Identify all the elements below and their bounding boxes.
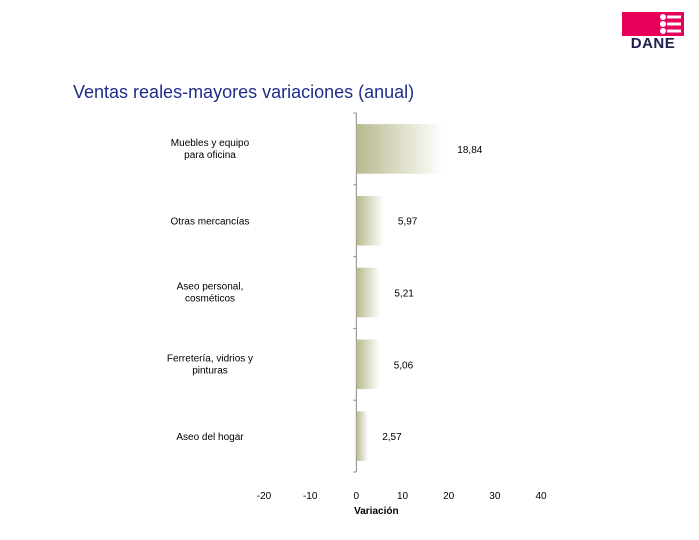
category-label: Ferretería, vidrios y pinturas <box>167 353 253 376</box>
category-label: Aseo personal, cosméticos <box>177 282 244 305</box>
x-tick-label: 40 <box>535 491 547 502</box>
x-tick-label: 30 <box>489 491 501 502</box>
category-label-line: para oficina <box>184 150 236 161</box>
bar <box>356 267 381 318</box>
x-tick-label: 20 <box>443 491 455 502</box>
bar <box>356 339 380 390</box>
x-axis-title: Variación <box>354 506 398 517</box>
category-label-line: Otras mercancías <box>171 217 250 228</box>
data-label: 2,57 <box>382 432 402 443</box>
bar <box>356 411 369 461</box>
category-label-line: Aseo del hogar <box>176 432 244 443</box>
x-tick-label: -20 <box>257 491 272 502</box>
chart-title: Ventas reales-mayores variaciones (anual… <box>73 82 415 102</box>
dane-logo-icon <box>622 12 684 36</box>
bar <box>356 124 444 174</box>
category-label-line: Aseo personal, <box>177 282 244 293</box>
category-label: Aseo del hogar <box>176 432 244 443</box>
data-label: 18,84 <box>457 145 482 156</box>
category-label: Muebles y equipo para oficina <box>171 138 250 161</box>
x-tick-label: 0 <box>354 491 360 502</box>
category-label-line: Muebles y equipo <box>171 138 250 149</box>
category-label: Otras mercancías <box>171 217 250 228</box>
x-tick-label: -10 <box>303 491 318 502</box>
category-label-line: pinturas <box>192 365 228 376</box>
category-label-line: cosméticos <box>185 294 235 305</box>
category-label-line: Ferretería, vidrios y <box>167 353 253 364</box>
data-label: 5,21 <box>394 289 414 300</box>
dane-logo: DANE <box>622 12 684 52</box>
dane-logo-text: DANE <box>630 35 676 52</box>
bar <box>356 195 384 246</box>
data-label: 5,97 <box>398 217 418 228</box>
data-label: 5,06 <box>394 360 414 371</box>
x-tick-label: 10 <box>397 491 409 502</box>
